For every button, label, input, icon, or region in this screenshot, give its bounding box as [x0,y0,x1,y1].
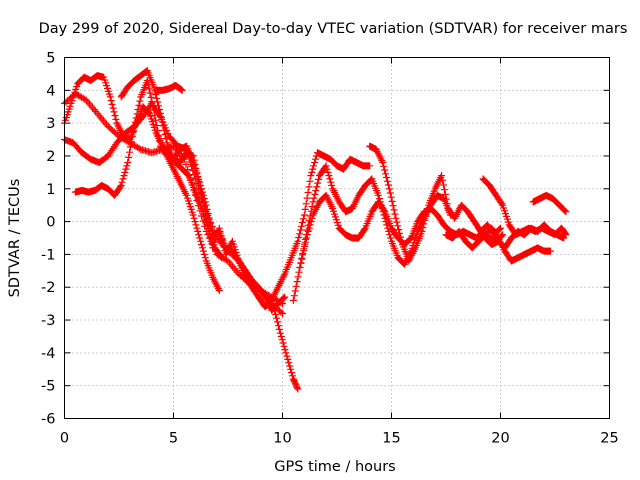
y-axis-label: SDTVAR / TECUs [7,179,23,298]
x-tick-label: 25 [600,431,618,447]
series-sat-g [169,142,374,311]
series-sat-k [366,142,505,265]
series-sat-n [529,191,570,216]
y-tick-label: 5 [46,51,55,67]
series-sat-d [71,76,223,295]
y-tick-label: 2 [46,149,55,165]
y-tick-label: -5 [41,379,55,395]
x-axis-label: GPS time / hours [274,459,395,475]
y-tick-label: 1 [46,182,55,198]
y-tick-label: 0 [46,215,55,231]
y-tick-label: -6 [41,412,55,428]
series-sat-f [152,81,186,94]
y-tick-label: -2 [41,280,55,296]
series-sat-h [270,303,302,393]
x-tick-label: 15 [382,431,400,447]
x-tick-label: 20 [491,431,509,447]
series-sat-i [289,162,454,304]
x-tick-labels: 0 5 10 15 20 25 [60,431,619,447]
x-tick-label: 5 [169,431,178,447]
y-tick-labels: -6 -5 -4 -3 -2 -1 0 1 2 3 4 5 [41,51,55,428]
y-tick-label: -3 [41,313,55,329]
data-series [60,67,570,393]
y-tick-label: 3 [46,116,55,132]
x-tick-label: 10 [273,431,291,447]
x-tick-label: 0 [60,431,69,447]
y-tick-label: 4 [46,83,55,99]
series-sat-o [475,221,568,252]
y-tick-label: -4 [41,346,55,362]
y-tick-label: -1 [41,247,55,263]
plot-frame [64,57,610,419]
chart-title: Day 299 of 2020, Sidereal Day-to-day VTE… [39,21,628,37]
